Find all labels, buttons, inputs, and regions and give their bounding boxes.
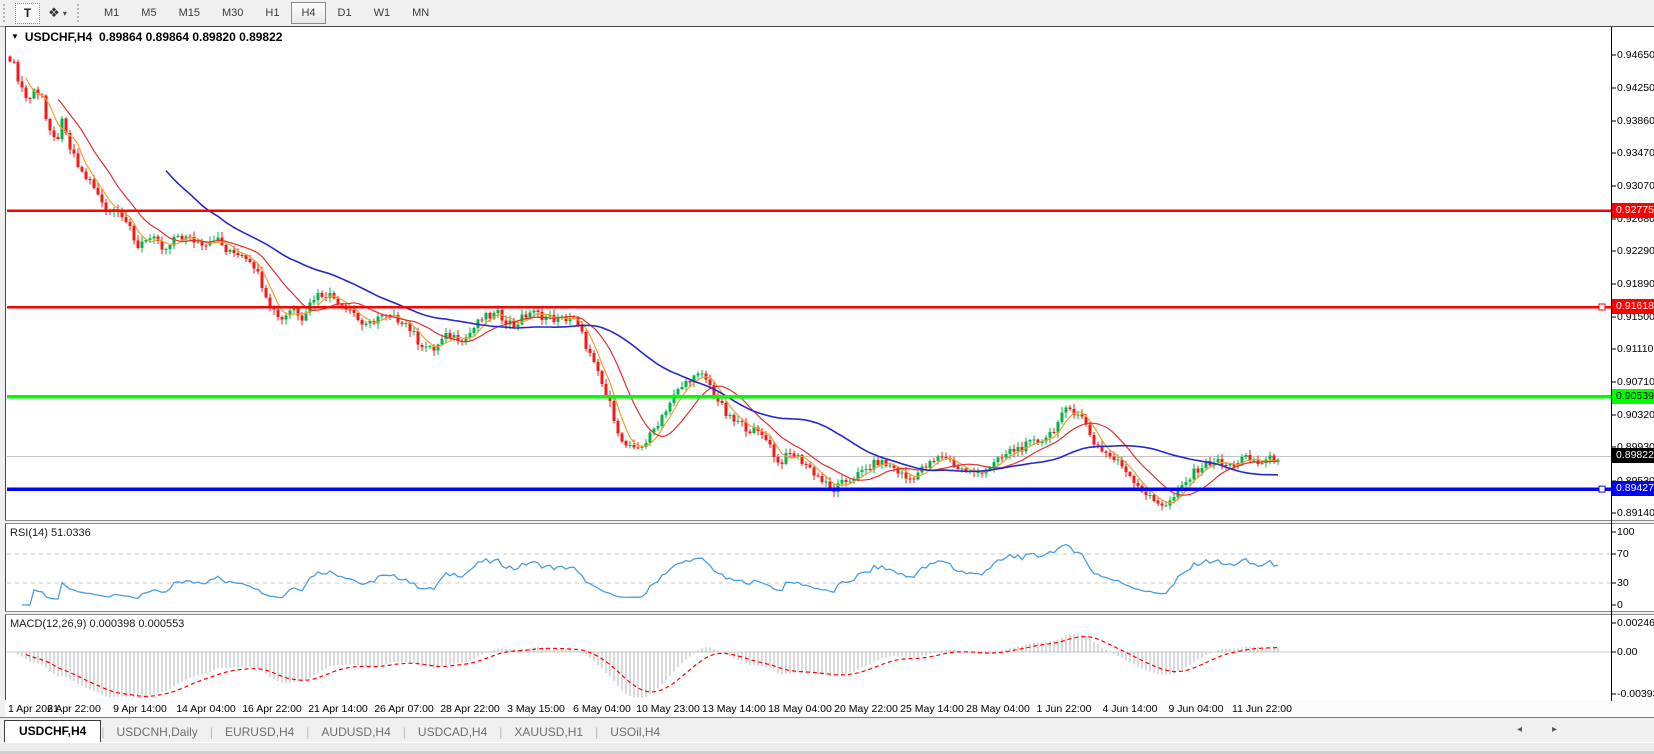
macd-scale-label: -0.003935 [1617, 688, 1654, 700]
date-axis-label: 6 Apr 22:00 [47, 703, 101, 715]
price-level-badge: 0.92775 [1612, 203, 1654, 218]
price-scale-label: 0.90710 [1617, 376, 1654, 388]
pane-separator[interactable] [5, 520, 1654, 524]
pane-separator[interactable] [5, 611, 1654, 615]
tab-scroll-right-icon[interactable]: ▸ [1552, 724, 1558, 735]
timeframe-button-w1[interactable]: W1 [373, 7, 391, 19]
price-scale-divider [1611, 27, 1612, 701]
time-axis[interactable] [5, 700, 1654, 717]
tab-separator: | [306, 725, 310, 739]
date-axis-label: 28 Apr 22:00 [440, 703, 500, 715]
price-scale-label: 0.92290 [1617, 245, 1654, 257]
tab-separator: | [101, 725, 105, 739]
tab-separator: | [499, 725, 503, 739]
date-axis-label: 10 May 23:00 [636, 703, 700, 715]
date-axis-label: 14 Apr 04:00 [176, 703, 236, 715]
chart-tab-audusd-h4[interactable]: AUDUSD,H4 [321, 725, 391, 739]
chevron-down-icon: ▾ [62, 8, 67, 18]
price-level-badge: 0.91618 [1612, 299, 1654, 314]
macd-scale-label: 0.002465 [1617, 617, 1654, 629]
crosshair-tool-button[interactable]: ❖ ▾ [48, 5, 67, 20]
rsi-scale-label: 100 [1617, 526, 1635, 538]
rsi-scale-label: 30 [1617, 577, 1629, 589]
rsi-current-value: 51.0336 [50, 527, 91, 539]
timeframe-button-m5[interactable]: M5 [141, 7, 157, 19]
date-axis-label: 28 May 04:00 [966, 703, 1030, 715]
chart-ohlc-quote: 0.89864 0.89864 0.89820 0.89822 [98, 30, 283, 44]
price-scale-label: 0.90320 [1617, 409, 1654, 421]
date-axis-label: 1 Jun 22:00 [1036, 703, 1092, 715]
toolbar-grip [77, 4, 84, 22]
date-axis-label: 11 Jun 22:00 [1232, 703, 1292, 715]
chart-tab-xauusd-h1[interactable]: XAUUSD,H1 [514, 725, 584, 739]
price-scale-label: 0.93070 [1617, 180, 1654, 192]
tab-separator: | [209, 725, 213, 739]
chart-tab-bar: USDCHF,H4 | USDCNH,Daily | EURUSD,H4 | AUDUSD,… [0, 717, 1654, 744]
price-scale-label: 0.91890 [1617, 278, 1654, 290]
date-axis-label: 1 Apr 2021 [8, 703, 59, 715]
price-level-badge: 0.89427 [1612, 481, 1654, 496]
date-axis-label: 9 Apr 14:00 [113, 703, 167, 715]
toolbar-grip [3, 4, 10, 22]
tab-separator: | [402, 725, 406, 739]
date-axis-label: 6 May 04:00 [573, 703, 631, 715]
timeframe-button-mn[interactable]: MN [412, 7, 430, 19]
price-chart-pane[interactable] [12, 54, 1654, 547]
toolbar: T ❖ ▾ M1 M5 M15 M30 H1 H4 D1 W1 MN [0, 0, 1654, 27]
macd-scale-label: 0.00 [1617, 646, 1638, 658]
date-axis-label: 13 May 14:00 [702, 703, 766, 715]
chart-tab-usdcnh-daily[interactable]: USDCNH,Daily [116, 725, 198, 739]
macd-current-values: 0.000398 0.000553 [89, 618, 185, 630]
tab-separator: | [595, 725, 599, 739]
text-tool-button[interactable]: T [15, 2, 40, 24]
rsi-scale-label: 70 [1617, 548, 1629, 560]
date-axis-label: 18 May 04:00 [768, 703, 832, 715]
price-level-badge: 0.89822 [1612, 448, 1654, 463]
date-axis-label: 25 May 14:00 [900, 703, 964, 715]
price-scale-label: 0.91500 [1617, 311, 1654, 323]
price-scale-label: 0.91110 [1617, 343, 1654, 355]
price-scale-label: 0.93860 [1617, 115, 1654, 127]
timeframe-button-m1[interactable]: M1 [104, 7, 120, 19]
timeframe-button-h4[interactable]: H4 [291, 2, 326, 24]
quick-trade-collapse-icon[interactable]: ▼ [11, 32, 19, 41]
price-scale-label: 0.94250 [1617, 82, 1654, 94]
timeframe-button-m30[interactable]: M30 [221, 7, 244, 19]
chart-symbol-label: USDCHF,H4 [24, 30, 93, 44]
chart-tab-eurusd-h4[interactable]: EURUSD,H4 [224, 725, 295, 739]
chart-tab-usdchf-h4[interactable]: USDCHF,H4 [4, 720, 102, 744]
price-scale-label: 0.89140 [1617, 507, 1654, 519]
macd-panel-label: MACD(12,26,9) 0.000398 0.000553 [10, 618, 185, 630]
rsi-indicator-pane[interactable] [12, 551, 1654, 638]
date-axis-label: 4 Jun 14:00 [1102, 703, 1158, 715]
chart-title: ▼ USDCHF,H4 0.89864 0.89864 0.89820 0.898… [11, 30, 282, 44]
status-strip [0, 742, 1654, 754]
chart-tab-usdcad-h4[interactable]: USDCAD,H4 [417, 725, 488, 739]
tab-scroll-left-icon[interactable]: ◂ [1517, 724, 1523, 735]
date-axis-label: 20 May 22:00 [834, 703, 898, 715]
price-scale-label: 0.94650 [1617, 49, 1654, 61]
price-level-badge: 0.90539 [1612, 389, 1654, 404]
date-axis-label: 3 May 15:00 [507, 703, 565, 715]
timeframe-button-h1[interactable]: H1 [265, 7, 280, 19]
chart-tab-usoil-h4[interactable]: USOil,H4 [610, 725, 661, 739]
date-axis-label: 26 Apr 07:00 [374, 703, 434, 715]
timeframe-toolbar: M1 M5 M15 M30 H1 H4 D1 W1 MN [93, 2, 440, 24]
rsi-panel-label: RSI(14) 51.0336 [10, 527, 91, 539]
rsi-scale-label: 0 [1617, 599, 1623, 611]
date-axis-label: 9 Jun 04:00 [1168, 703, 1224, 715]
timeframe-button-d1[interactable]: D1 [337, 7, 352, 19]
price-scale-label: 0.93470 [1617, 147, 1654, 159]
timeframe-button-m15[interactable]: M15 [178, 7, 200, 19]
date-axis-label: 21 Apr 14:00 [308, 703, 368, 715]
date-axis-label: 16 Apr 22:00 [242, 703, 302, 715]
